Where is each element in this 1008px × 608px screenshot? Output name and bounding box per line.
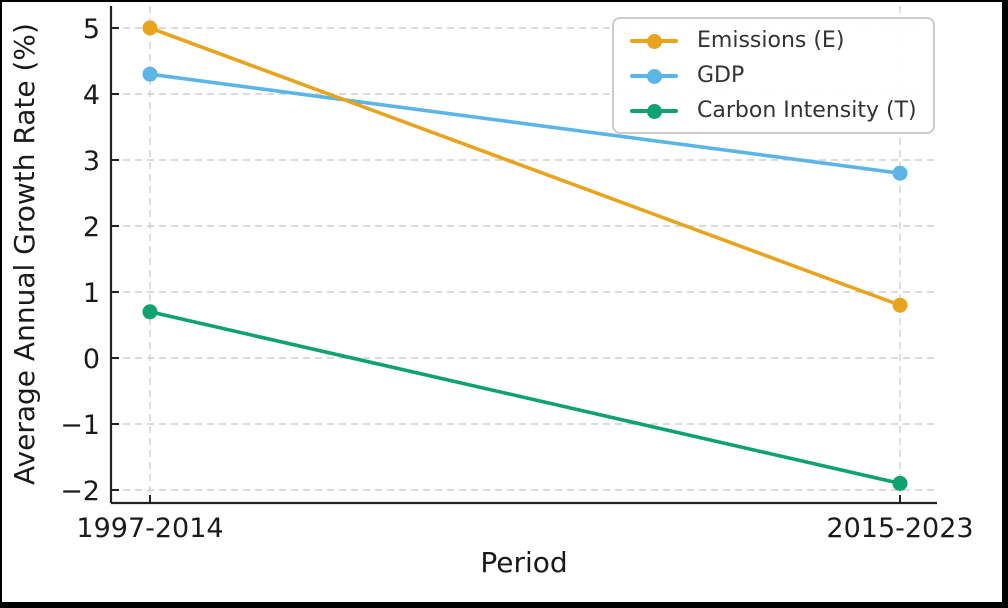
carbon-intensity-line-marker-icon	[630, 103, 678, 119]
y-tick-label: 4	[83, 80, 100, 111]
legend-label: GDP	[697, 63, 745, 88]
series-line-gdp	[148, 72, 902, 175]
series-line-carbon-intensity-t	[148, 309, 902, 486]
series-marker-emissions-e	[892, 297, 908, 313]
x-axis-label: Period	[480, 546, 567, 579]
series-marker-gdp	[142, 66, 158, 82]
x-tick-label: 1997-2014	[76, 513, 223, 544]
x-tick-label: 2015-2023	[826, 513, 973, 544]
legend: Emissions (E) GDP Carbon Intensity (T)	[612, 17, 935, 134]
series-marker-carbon-intensity-t	[142, 304, 158, 320]
legend-label: Carbon Intensity (T)	[697, 98, 917, 123]
series-marker-emissions-e	[142, 20, 158, 36]
legend-label: Emissions (E)	[697, 28, 845, 53]
label-layer: Period Average Annual Growth Rate (%)	[8, 23, 568, 579]
y-tick-label: 3	[83, 146, 100, 177]
y-tick-label: 2	[83, 212, 100, 243]
y-tick-label: −1	[60, 410, 100, 441]
emissions-line-marker-icon	[630, 33, 678, 49]
legend-item-gdp: GDP	[630, 58, 917, 93]
legend-item-carbon-intensity: Carbon Intensity (T)	[630, 93, 917, 128]
series-marker-carbon-intensity-t	[892, 475, 908, 491]
series-layer	[142, 20, 908, 491]
y-tick-label: 0	[83, 344, 100, 375]
y-axis-label: Average Annual Growth Rate (%)	[8, 23, 41, 485]
legend-item-emissions: Emissions (E)	[630, 23, 917, 58]
gdp-line-marker-icon	[630, 68, 678, 84]
grid-layer	[111, 6, 937, 503]
axis-layer: 5 4 3 2 1 0 −1 −2 1997-2014 2015-2023	[60, 6, 974, 544]
series-line-emissions-e	[148, 26, 902, 308]
y-tick-label: 1	[83, 278, 100, 309]
series-marker-gdp	[892, 165, 908, 181]
y-tick-label: 5	[83, 14, 100, 45]
y-tick-label: −2	[60, 476, 100, 507]
